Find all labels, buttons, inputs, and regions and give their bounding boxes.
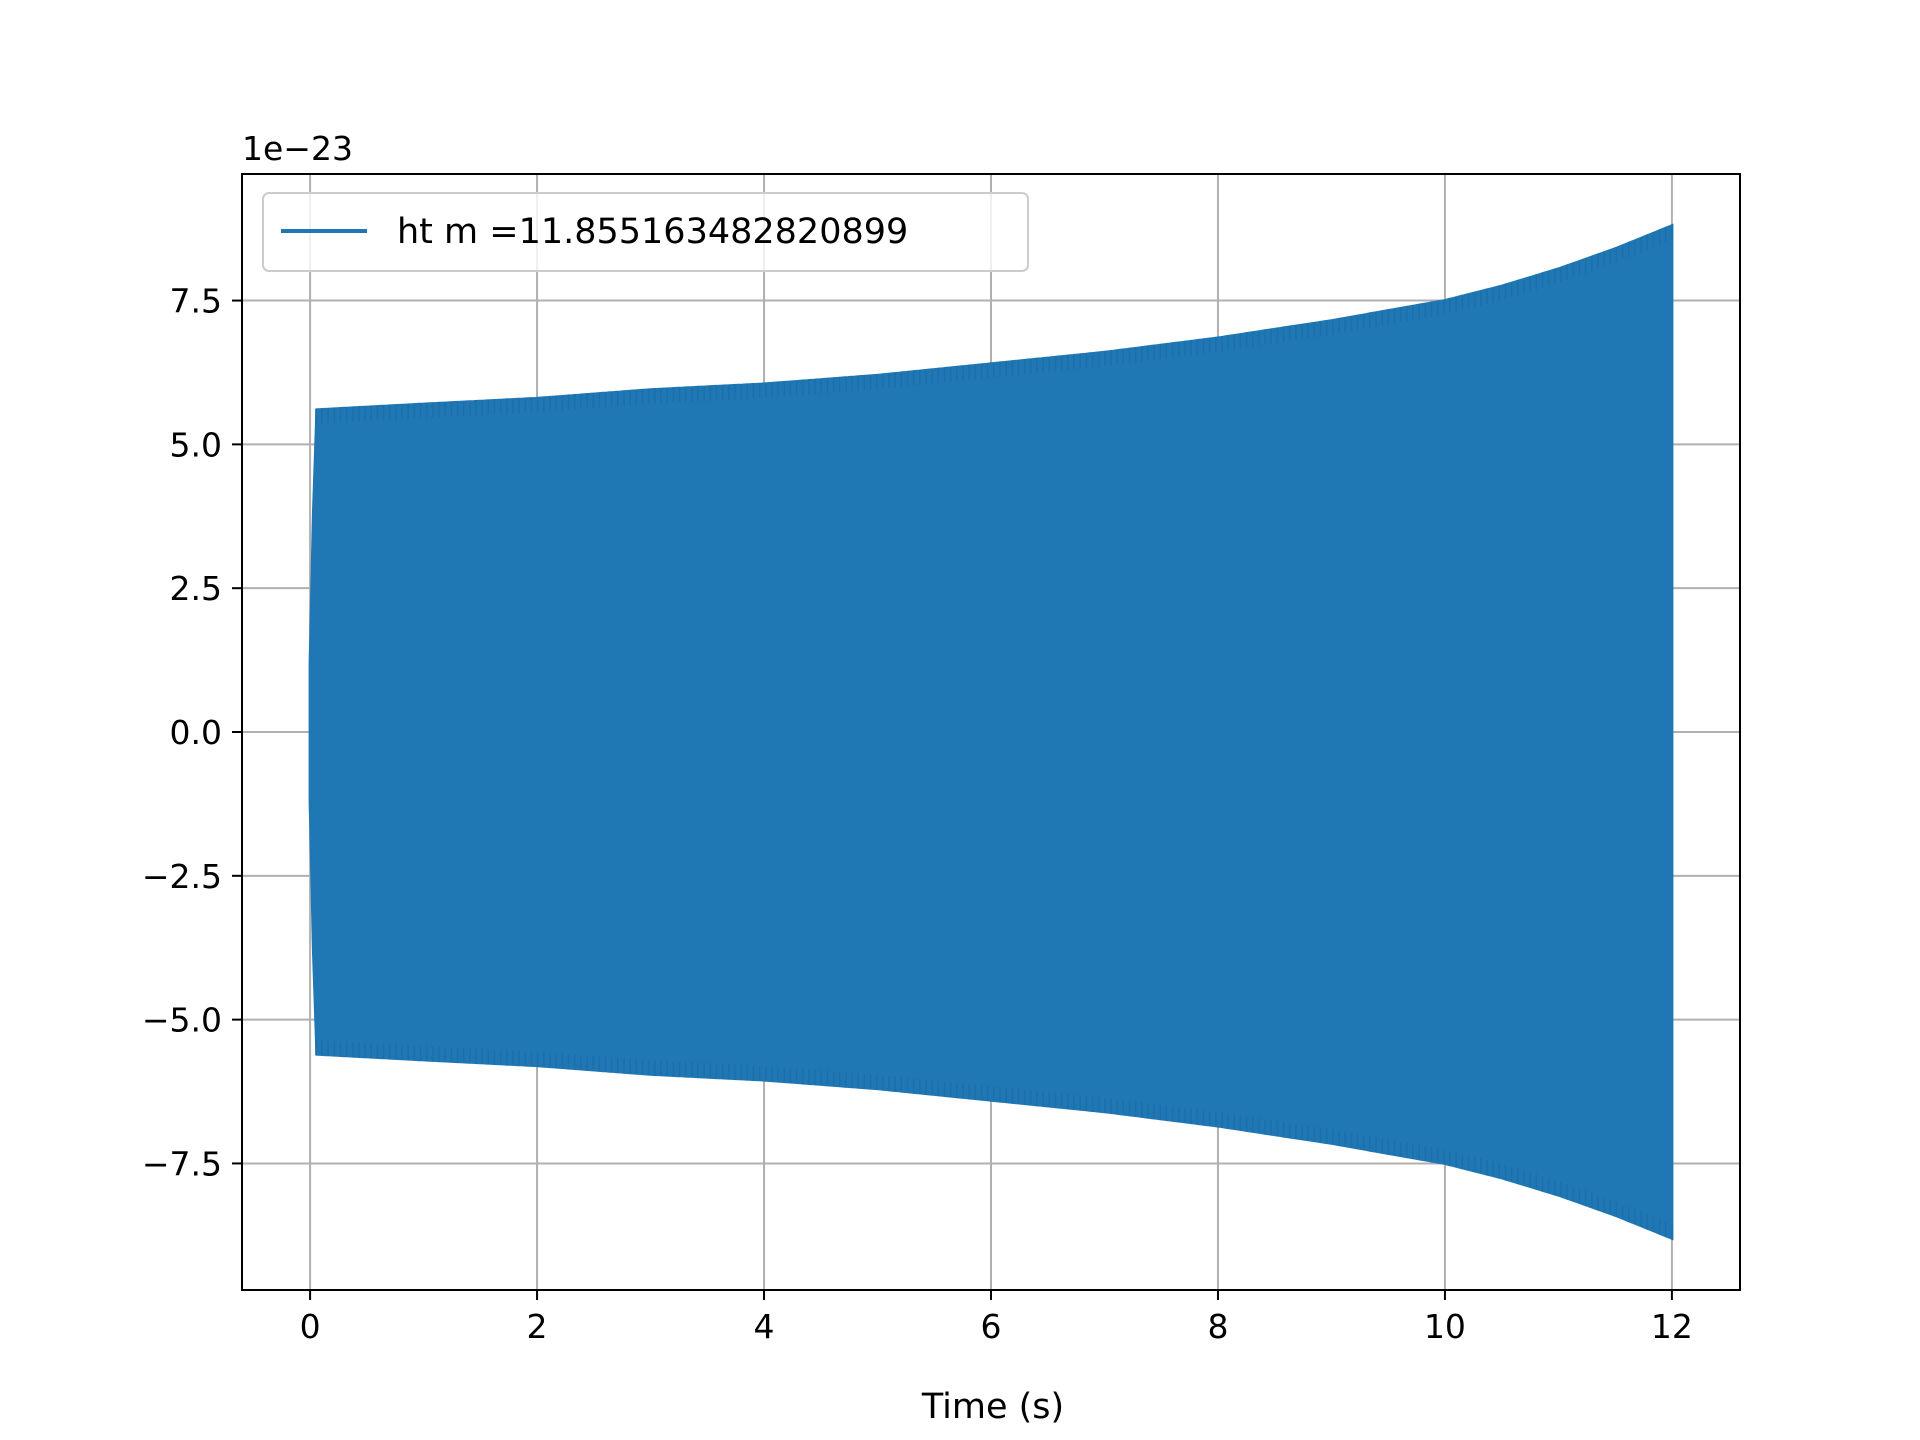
x-tick-label: 2: [527, 1307, 548, 1346]
x-tick-label: 10: [1424, 1307, 1466, 1346]
x-tick-label: 8: [1207, 1307, 1228, 1346]
y-tick-label: −2.5: [142, 857, 222, 896]
ticks: 0 2 4 6 8 10 12 −7.5 −5.0 −2.5 0.0 2.5 5.0 7.5: [142, 282, 1693, 1346]
y-tick-label: 5.0: [170, 425, 222, 464]
y-tick-label: −7.5: [142, 1144, 222, 1183]
y-tick-label: −5.0: [142, 1001, 222, 1040]
x-tick-label: 0: [300, 1307, 321, 1346]
x-tick-label: 12: [1651, 1307, 1693, 1346]
legend-box: [262, 192, 1029, 272]
series-layer: [308, 223, 1674, 1241]
y-offset-label: 1e−23: [242, 129, 353, 168]
series-fringe: [315, 224, 1673, 1240]
y-tick-label: 2.5: [170, 569, 222, 608]
x-tick-label: 6: [981, 1307, 1002, 1346]
y-tick-label: 0.0: [170, 713, 222, 752]
legend: ht m =11.855163482820899: [262, 192, 1029, 272]
legend-label: ht m =11.855163482820899: [397, 212, 908, 252]
x-axis-label: Time (s): [921, 1387, 1064, 1427]
x-tick-label: 4: [754, 1307, 775, 1346]
y-tick-label: 7.5: [170, 282, 222, 321]
